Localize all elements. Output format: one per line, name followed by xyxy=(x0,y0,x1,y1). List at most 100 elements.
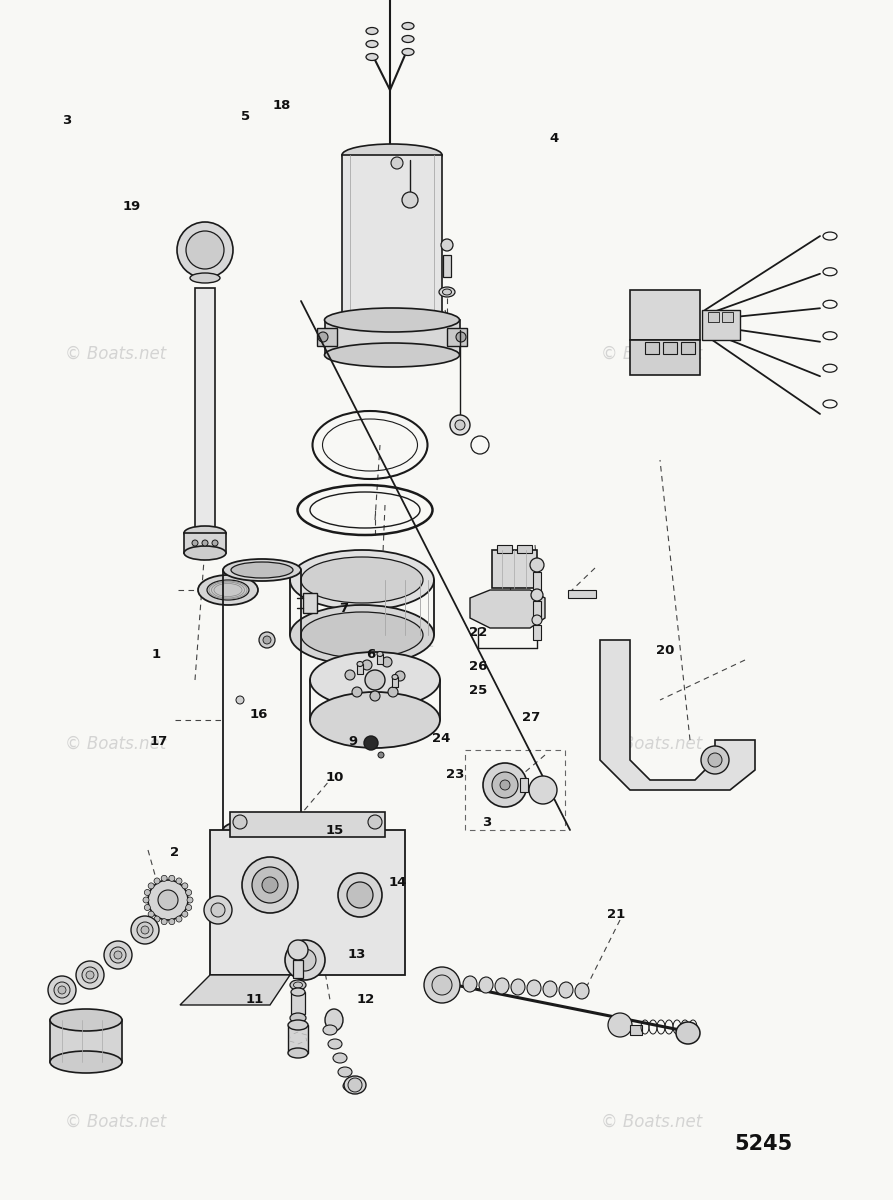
Ellipse shape xyxy=(50,1051,122,1073)
Circle shape xyxy=(82,967,98,983)
Circle shape xyxy=(370,691,380,701)
Text: 26: 26 xyxy=(469,660,487,672)
Circle shape xyxy=(212,540,218,546)
Circle shape xyxy=(378,752,384,758)
Circle shape xyxy=(58,986,66,994)
Circle shape xyxy=(148,911,154,917)
Circle shape xyxy=(158,890,178,910)
Bar xyxy=(702,310,740,340)
Bar xyxy=(50,1020,122,1062)
Text: 21: 21 xyxy=(607,908,625,920)
Circle shape xyxy=(177,222,233,278)
Bar xyxy=(210,830,405,974)
Bar xyxy=(288,1025,308,1054)
Circle shape xyxy=(352,686,362,697)
Bar xyxy=(681,342,695,354)
Circle shape xyxy=(154,878,160,884)
Circle shape xyxy=(186,905,192,911)
Circle shape xyxy=(456,332,466,342)
Text: 9: 9 xyxy=(348,736,357,748)
Circle shape xyxy=(48,976,76,1004)
Text: 18: 18 xyxy=(272,100,290,112)
Bar xyxy=(447,328,467,346)
Ellipse shape xyxy=(301,612,423,658)
Ellipse shape xyxy=(324,308,460,332)
Ellipse shape xyxy=(338,1067,352,1078)
Circle shape xyxy=(288,940,308,960)
Circle shape xyxy=(182,883,188,889)
Bar xyxy=(325,320,460,355)
Circle shape xyxy=(176,916,182,922)
Circle shape xyxy=(76,961,104,989)
Bar xyxy=(630,340,700,374)
Text: 17: 17 xyxy=(150,736,168,748)
Circle shape xyxy=(441,239,453,251)
Text: 5: 5 xyxy=(241,110,250,122)
Ellipse shape xyxy=(511,979,525,995)
Ellipse shape xyxy=(479,977,493,992)
Ellipse shape xyxy=(290,605,434,665)
Text: 24: 24 xyxy=(432,732,450,744)
Text: 7: 7 xyxy=(339,602,348,614)
Bar xyxy=(645,342,659,354)
Bar xyxy=(533,601,541,619)
Circle shape xyxy=(492,772,518,798)
Ellipse shape xyxy=(290,1013,306,1022)
Text: 20: 20 xyxy=(656,644,674,656)
Ellipse shape xyxy=(575,983,589,998)
Bar xyxy=(630,290,700,340)
Ellipse shape xyxy=(184,526,226,540)
Ellipse shape xyxy=(223,818,301,841)
Ellipse shape xyxy=(288,1048,308,1058)
Ellipse shape xyxy=(290,980,306,990)
Bar xyxy=(303,593,317,613)
Ellipse shape xyxy=(301,557,423,602)
Ellipse shape xyxy=(676,1022,700,1044)
Bar xyxy=(722,312,733,322)
Ellipse shape xyxy=(392,674,398,679)
Circle shape xyxy=(529,776,557,804)
Bar xyxy=(342,155,442,330)
Circle shape xyxy=(148,883,154,889)
Circle shape xyxy=(192,540,198,546)
Circle shape xyxy=(432,974,452,995)
Text: 11: 11 xyxy=(246,994,263,1006)
Circle shape xyxy=(388,686,398,697)
Ellipse shape xyxy=(325,1009,343,1031)
Text: 10: 10 xyxy=(326,772,344,784)
Text: © Boats.net: © Boats.net xyxy=(65,734,167,754)
Text: 23: 23 xyxy=(446,768,464,780)
Ellipse shape xyxy=(366,41,378,48)
Ellipse shape xyxy=(343,1081,357,1091)
Polygon shape xyxy=(470,590,545,628)
Ellipse shape xyxy=(310,652,440,708)
Polygon shape xyxy=(600,640,755,790)
Ellipse shape xyxy=(527,980,541,996)
Circle shape xyxy=(137,922,153,938)
Text: © Boats.net: © Boats.net xyxy=(65,1114,167,1130)
Circle shape xyxy=(532,614,542,625)
Circle shape xyxy=(145,905,150,911)
Ellipse shape xyxy=(402,48,414,55)
Circle shape xyxy=(318,332,328,342)
Circle shape xyxy=(161,875,167,881)
Circle shape xyxy=(701,746,729,774)
Ellipse shape xyxy=(231,562,293,578)
Ellipse shape xyxy=(328,1039,342,1049)
Ellipse shape xyxy=(344,1076,366,1094)
Bar xyxy=(492,550,537,588)
Bar xyxy=(230,812,385,838)
Text: 14: 14 xyxy=(388,876,406,888)
Circle shape xyxy=(169,875,175,881)
Text: 25: 25 xyxy=(469,684,487,696)
Text: 3: 3 xyxy=(63,114,71,126)
Ellipse shape xyxy=(357,661,363,666)
Ellipse shape xyxy=(190,272,220,283)
Ellipse shape xyxy=(342,144,442,166)
Ellipse shape xyxy=(463,976,477,992)
Bar xyxy=(317,328,337,346)
Ellipse shape xyxy=(324,343,460,367)
Text: 16: 16 xyxy=(250,708,268,720)
Circle shape xyxy=(347,882,373,908)
Circle shape xyxy=(365,670,385,690)
